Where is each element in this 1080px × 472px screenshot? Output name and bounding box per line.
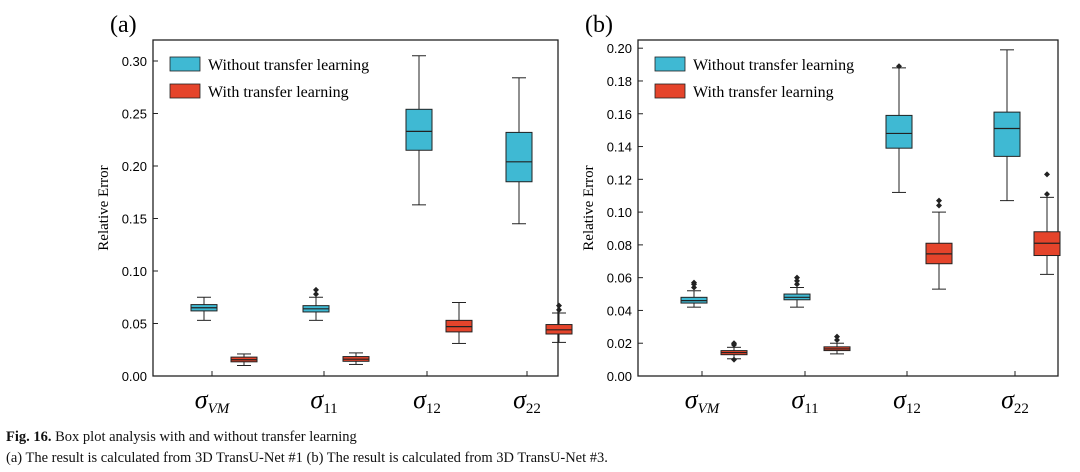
outlier-point xyxy=(834,333,840,340)
outlier-point xyxy=(731,356,737,363)
y-tick-label: 0.15 xyxy=(122,212,147,227)
y-tick-label: 0.00 xyxy=(122,369,147,384)
box-without-3 xyxy=(405,55,433,206)
box-without-4 xyxy=(505,77,533,225)
box-iqr xyxy=(993,111,1021,157)
x-tick-label: σ11 xyxy=(791,385,818,417)
outlier-point xyxy=(556,306,562,313)
box-with-1 xyxy=(720,340,748,363)
legend-label: Without transfer learning xyxy=(693,57,854,74)
y-tick-label: 0.02 xyxy=(607,336,632,351)
panel-label: (b) xyxy=(585,12,613,38)
outlier-point xyxy=(1044,191,1050,198)
box-with-2 xyxy=(342,352,370,365)
box-without-1 xyxy=(680,279,708,308)
box-without-3 xyxy=(885,63,913,193)
y-tick-label: 0.14 xyxy=(607,140,632,155)
box-without-2 xyxy=(302,286,330,321)
x-tick-label: σVM xyxy=(685,385,721,417)
x-tick-label: σ12 xyxy=(893,385,921,417)
legend-label: Without transfer learning xyxy=(208,57,369,74)
y-tick-label: 0.12 xyxy=(607,172,632,187)
y-tick-label: 0.00 xyxy=(607,369,632,384)
x-tick-label: σVM xyxy=(195,385,231,417)
outlier-point xyxy=(936,197,942,204)
box-with-2 xyxy=(823,333,851,355)
legend-label: With transfer learning xyxy=(693,84,834,101)
y-tick-label: 0.04 xyxy=(607,303,632,318)
y-tick-label: 0.10 xyxy=(122,264,147,279)
outlier-point xyxy=(794,277,800,284)
plot-frame xyxy=(637,39,1059,377)
box-with-3 xyxy=(925,197,953,290)
panel-label: (a) xyxy=(110,12,137,38)
box-with-3 xyxy=(445,302,473,344)
outlier-point xyxy=(691,284,697,291)
box-without-1 xyxy=(190,296,218,321)
y-tick-label: 0.25 xyxy=(122,107,147,122)
outlier-point xyxy=(556,302,562,309)
chart-panel-a: (a) 0.00 0.05 0.10 0.15 0.20 0.25 0.30 Relative … xyxy=(96,12,573,417)
y-tick-label: 0.06 xyxy=(607,271,632,286)
y-tick-label: 0.30 xyxy=(122,54,147,69)
y-axis-label: Relative Error xyxy=(581,165,597,250)
box-iqr xyxy=(885,114,913,149)
outlier-point xyxy=(936,202,942,209)
legend: Without transfer learning With transfer l… xyxy=(654,56,854,101)
figure-caption-text: Box plot analysis with and without trans… xyxy=(55,429,357,445)
y-tick-label: 0.10 xyxy=(607,205,632,220)
x-tick-label: σ11 xyxy=(310,385,337,417)
y-tick-label: 0.05 xyxy=(122,317,147,332)
legend-swatch xyxy=(654,83,686,99)
outlier-point xyxy=(896,63,902,70)
x-tick-label: σ12 xyxy=(413,385,441,417)
y-axis-label: Relative Error xyxy=(96,165,112,250)
legend: Without transfer learning With transfer l… xyxy=(169,56,369,101)
box-iqr xyxy=(405,108,433,151)
box-iqr xyxy=(505,131,533,183)
legend-swatch xyxy=(169,83,201,99)
y-tick-label: 0.08 xyxy=(607,238,632,253)
outlier-point xyxy=(313,286,319,293)
outlier-point xyxy=(794,281,800,288)
outlier-point xyxy=(834,336,840,343)
legend-swatch xyxy=(169,56,201,72)
figure-caption-label: Fig. 16. xyxy=(6,429,52,445)
box-with-4 xyxy=(545,302,573,343)
y-tick-label: 0.16 xyxy=(607,107,632,122)
legend-swatch xyxy=(654,56,686,72)
figure-caption-line-2: (a) The result is calculated from 3D Tra… xyxy=(6,450,608,466)
box-with-1 xyxy=(230,353,258,366)
box-without-2 xyxy=(783,274,811,308)
y-tick-label: 0.20 xyxy=(607,41,632,56)
box-with-4 xyxy=(1033,171,1061,275)
x-tick-label: σ22 xyxy=(513,385,541,417)
legend-label: With transfer learning xyxy=(208,84,349,101)
box-without-4 xyxy=(993,49,1021,202)
figure-caption-line-1: Fig. 16. Box plot analysis with and with… xyxy=(6,428,357,446)
chart-panel-b: (b) 0.00 0.02 0.04 0.06 0.08 0.10 0.12 0.14 0.16 0… xyxy=(581,12,1061,417)
y-tick-label: 0.20 xyxy=(122,159,147,174)
outlier-point xyxy=(794,274,800,281)
outlier-point xyxy=(313,291,319,298)
plot-frame xyxy=(152,39,559,377)
x-tick-label: σ22 xyxy=(1001,385,1029,417)
outlier-point xyxy=(691,279,697,286)
outlier-point xyxy=(1044,171,1050,178)
y-tick-label: 0.18 xyxy=(607,74,632,89)
outlier-point xyxy=(731,340,737,347)
